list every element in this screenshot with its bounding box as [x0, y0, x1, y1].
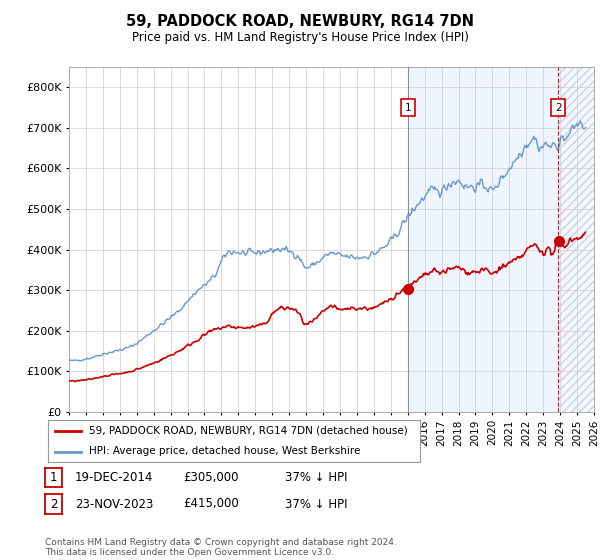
- Text: Price paid vs. HM Land Registry's House Price Index (HPI): Price paid vs. HM Land Registry's House …: [131, 31, 469, 44]
- Text: £305,000: £305,000: [183, 470, 239, 484]
- Text: 37% ↓ HPI: 37% ↓ HPI: [285, 470, 347, 484]
- Text: 59, PADDOCK ROAD, NEWBURY, RG14 7DN: 59, PADDOCK ROAD, NEWBURY, RG14 7DN: [126, 14, 474, 29]
- Text: 59, PADDOCK ROAD, NEWBURY, RG14 7DN (detached house): 59, PADDOCK ROAD, NEWBURY, RG14 7DN (det…: [89, 426, 407, 436]
- Text: 37% ↓ HPI: 37% ↓ HPI: [285, 497, 347, 511]
- Text: £415,000: £415,000: [183, 497, 239, 511]
- Text: Contains HM Land Registry data © Crown copyright and database right 2024.
This d: Contains HM Land Registry data © Crown c…: [45, 538, 397, 557]
- Text: HPI: Average price, detached house, West Berkshire: HPI: Average price, detached house, West…: [89, 446, 360, 456]
- Text: 1: 1: [404, 102, 411, 113]
- Text: 2: 2: [50, 497, 57, 511]
- Text: 23-NOV-2023: 23-NOV-2023: [75, 497, 154, 511]
- Text: 2: 2: [555, 102, 562, 113]
- Text: 19-DEC-2014: 19-DEC-2014: [75, 470, 154, 484]
- Bar: [408, 67, 559, 412]
- Bar: [559, 67, 594, 412]
- Text: 1: 1: [50, 470, 57, 484]
- Bar: [559, 67, 594, 412]
